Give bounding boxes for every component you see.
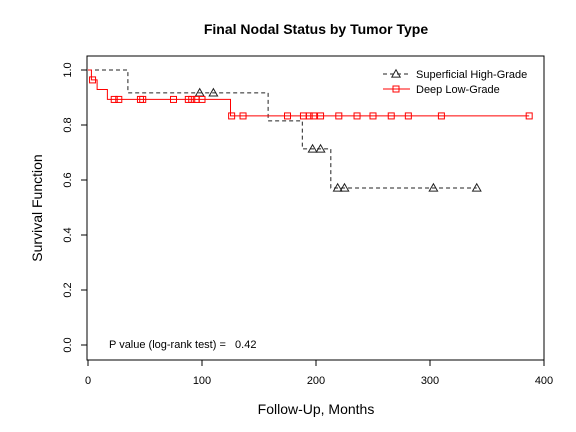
legend-marker [390,68,402,78]
x-tick-label: 200 [307,375,325,387]
y-tick-label: 0.4 [62,227,74,242]
y-axis-label: Survival Function [29,154,45,261]
censor-marker [188,95,196,103]
censor-marker [115,95,123,103]
censor-marker [228,112,236,120]
series-line [88,69,530,117]
censor-marker [239,112,247,120]
censor-marker [437,112,445,120]
censor-marker [284,112,291,120]
legend-label: Superficial High-Grade [416,69,527,81]
p-value-annotation: P value (log-rank test) = 0.42 [109,339,256,351]
legend-item: Deep Low-Grade [383,84,500,96]
censor-marker [194,87,205,97]
censor-marker [335,112,343,120]
censor-marker [170,95,177,103]
censor-marker [305,112,313,120]
censor-marker [89,76,97,84]
legend-item: Superficial High-Grade [383,68,527,81]
series-layer [88,69,533,192]
x-axis-label: Follow-Up, Months [258,401,375,417]
legend-marker [392,85,400,93]
y-tick-label: 0.8 [62,117,74,132]
plot-frame [86,55,545,361]
series-line [88,69,477,189]
censor-marker [339,182,350,192]
censor-marker [198,95,206,103]
censor-marker [307,143,318,153]
axes: 0 100 200 300 400 0.0 0.2 0.4 0.6 0.8 1.0 [62,62,553,387]
x-tick-label: 0 [85,375,91,387]
censor-marker [315,143,326,153]
y-tick-label: 1.0 [62,62,74,77]
censor-marker [471,182,482,192]
censor-marker [110,95,118,103]
censor-marker [387,112,395,120]
censor-marker [317,112,325,120]
censor-marker [404,112,412,120]
x-tick-label: 100 [193,375,211,387]
x-tick-label: 300 [421,375,439,387]
censor-marker [525,112,533,120]
chart-title: Final Nodal Status by Tumor Type [204,21,428,37]
y-tick-label: 0.6 [62,172,74,187]
censor-marker [353,112,361,120]
censor-marker [208,87,219,97]
legend: Superficial High-Grade Deep Low-Grade [383,68,527,96]
censor-marker [369,112,377,120]
y-tick-label: 0.2 [62,282,74,297]
censor-marker [139,95,147,103]
censor-marker [428,182,439,192]
legend-label: Deep Low-Grade [416,84,500,96]
censor-marker [310,112,318,120]
series-1 [88,69,533,120]
censor-marker [332,182,343,192]
series-0 [88,69,482,192]
y-tick-label: 0.0 [62,337,74,352]
x-tick-label: 400 [535,375,553,387]
